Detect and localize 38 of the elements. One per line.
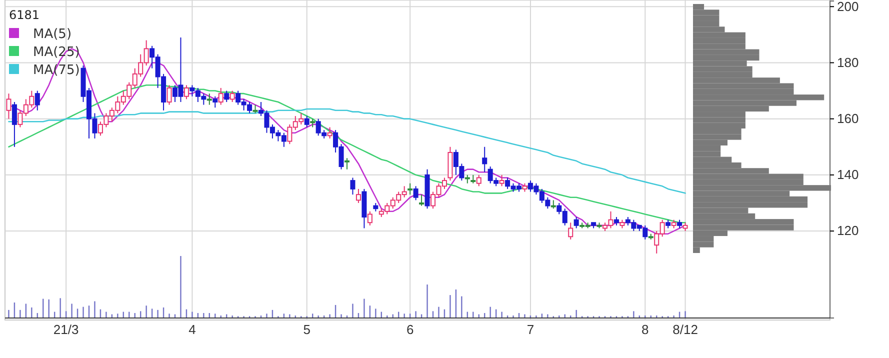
- candlestick: [166, 84, 172, 106]
- text: 6181: [9, 8, 40, 22]
- x-tick-label: 8/12: [672, 322, 698, 338]
- x-tick-label: 5: [303, 322, 310, 338]
- candlestick: [408, 182, 413, 196]
- candlestick: [12, 101, 17, 148]
- x-tick-label: 7: [526, 322, 534, 338]
- candlestick: [206, 93, 212, 106]
- x-tick-label: 8: [642, 322, 649, 338]
- candlestick: [327, 126, 332, 139]
- x-tick-label: 4: [188, 322, 196, 338]
- candlestick: [6, 93, 12, 120]
- y-tick-label: 200: [837, 0, 859, 14]
- y-tick-label: 180: [837, 54, 859, 70]
- candlestick: [184, 84, 189, 100]
- candlestick: [356, 188, 361, 204]
- x-tick-label: 21/3: [53, 322, 79, 338]
- y-tick-label: 160: [837, 110, 859, 126]
- x-tick-label: 6: [406, 322, 414, 338]
- candlestick: [413, 186, 418, 201]
- candlestick: [419, 194, 424, 206]
- candlestick: [367, 210, 372, 226]
- candlestick: [304, 116, 310, 128]
- candlestick: [499, 174, 504, 187]
- legend-label: MA(5): [33, 27, 72, 42]
- candlestick: [34, 90, 40, 111]
- candlestick: [218, 87, 224, 106]
- y-tick-label: 120: [837, 223, 859, 238]
- candlestick: [212, 96, 218, 108]
- candlestick: [476, 174, 482, 187]
- y-tick-label: 140: [837, 167, 859, 182]
- candlestick: [574, 216, 579, 229]
- candlestick: [568, 222, 574, 240]
- candlestick: [344, 158, 350, 170]
- candlestick: [224, 90, 230, 102]
- candlestick: [230, 90, 235, 102]
- candlestick: [482, 146, 488, 173]
- candlestick: [350, 177, 356, 196]
